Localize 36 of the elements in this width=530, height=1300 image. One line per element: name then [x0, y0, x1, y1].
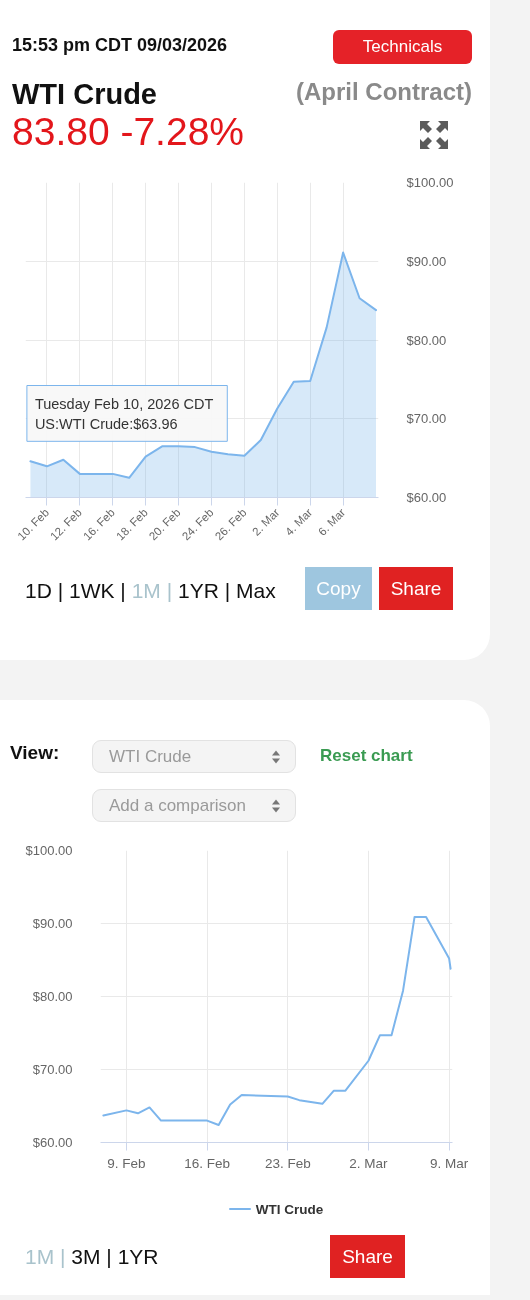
y-tick-label: $60.00: [32, 1135, 73, 1150]
text: Reset chart: [320, 746, 413, 766]
y-tick-label: $70.00: [32, 1062, 73, 1077]
line-series: [102, 915, 452, 1126]
x-tick-label: 6. Mar: [315, 506, 348, 538]
y-tick-label: $70.00: [406, 411, 447, 427]
y-tick-label: $90.00: [406, 253, 447, 269]
text: 1D | 1WK | 1M | 1YR | Max: [25, 579, 276, 602]
text: Add a comparison: [109, 794, 247, 817]
text: Share: [342, 1244, 393, 1269]
y-tick-label: $100.00: [25, 843, 73, 858]
text: Copy: [316, 576, 361, 601]
x-tick-label: 9. Mar: [430, 1155, 469, 1171]
y-tick-label: $90.00: [32, 916, 73, 931]
annotation: Tuesday Feb 10, 2026 CDT US:WTI Crude:$63.96: [34, 395, 214, 433]
y-tick-label: $100.00: [406, 175, 454, 190]
x-tick-label: 9. Feb: [107, 1155, 146, 1171]
text: WTI Crude: [109, 745, 192, 768]
text: View:: [10, 742, 60, 764]
chart-subtitle: (April Contract): [296, 78, 472, 106]
y-tick-label: $80.00: [406, 332, 447, 348]
legend-label: WTI Crude: [255, 1201, 324, 1216]
x-tick-label: 2. Mar: [349, 1155, 389, 1171]
x-tick-label: 2. Mar: [250, 506, 282, 538]
text: Technicals: [362, 35, 443, 58]
text: 15:53 pm CDT 09/03/2026: [12, 35, 228, 56]
y-tick-label: $60.00: [406, 490, 447, 505]
x-tick-label: 16. Feb: [184, 1155, 230, 1171]
y-tick-label: $80.00: [32, 989, 73, 1004]
chart-title: WTI Crude: [12, 78, 157, 112]
text: 83.80 -7.28%: [12, 110, 245, 155]
text: 1M | 3M | 1YR: [25, 1245, 159, 1268]
x-tick-label: 23. Feb: [264, 1155, 311, 1171]
x-tick-label: 10. Feb: [15, 506, 52, 543]
x-tick-label: 4. Mar: [282, 506, 315, 538]
text: Share: [390, 576, 442, 601]
